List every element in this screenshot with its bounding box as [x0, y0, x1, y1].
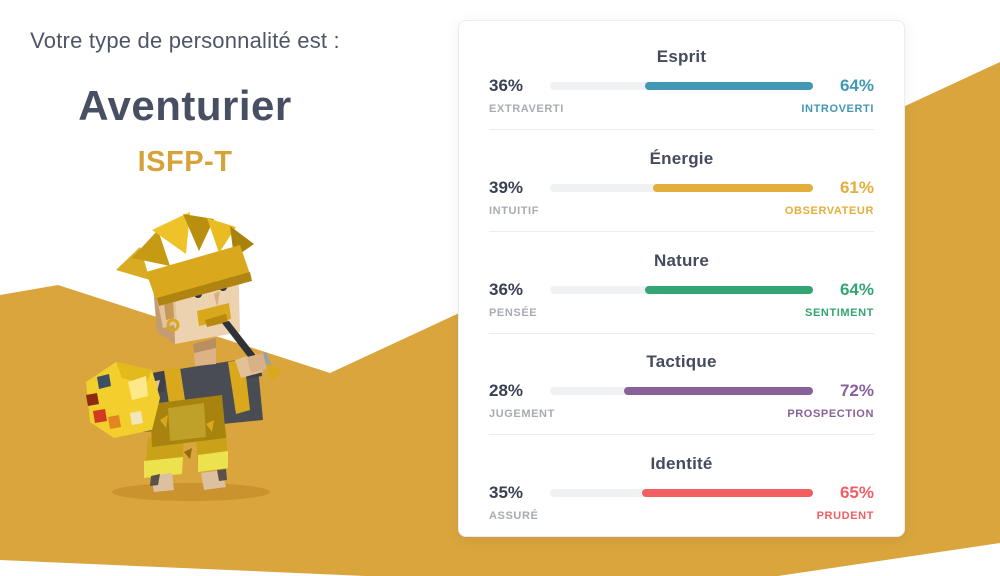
trait-labels-row: EXTRAVERTI INTROVERTI — [489, 103, 874, 115]
trait-title: Identité — [650, 454, 713, 473]
trait-right-label: PRUDENT — [816, 510, 874, 522]
trait-left-pct: 35% — [489, 483, 524, 502]
trait-section-identite: Identité 35% 65% ASSURÉ PRUDENT — [489, 448, 874, 522]
trait-section-nature: Nature 36% 64% PENSÉE SENTIMENT — [489, 245, 874, 334]
adventurer-illustration — [86, 212, 283, 501]
trait-right-pct: 64% — [839, 279, 874, 299]
trait-left-pct: 39% — [489, 177, 524, 197]
trait-left-pct: 36% — [489, 76, 524, 95]
trait-section-tactique: Tactique 28% 72% JUGEMENT PROSPECTION — [489, 346, 874, 436]
trait-right-pct: 65% — [839, 483, 874, 502]
intro-text: Votre type de personnalité est : — [30, 28, 340, 53]
trait-section-energie: Énergie 39% 61% INTUITIF OBSERVATEUR — [489, 143, 874, 232]
trait-labels-row: ASSURÉ PRUDENT — [489, 510, 874, 522]
trait-section-esprit: Esprit 36% 64% EXTRAVERTI INTROVERTI — [489, 41, 874, 130]
trait-right-pct: 64% — [839, 76, 874, 95]
trait-title: Esprit — [656, 47, 707, 66]
trait-left-label: PENSÉE — [489, 306, 538, 319]
trait-left-label: INTUITIF — [489, 204, 540, 217]
trait-results-card: Esprit 36% 64% EXTRAVERTI INTROVERTI Éne… — [458, 20, 905, 537]
trait-right-label: SENTIMENT — [805, 306, 874, 319]
trait-bar-row: 39% 61% — [489, 178, 874, 198]
trait-bar-track — [550, 489, 813, 497]
bar-fill — [642, 489, 813, 497]
trait-right-pct: 61% — [839, 177, 874, 197]
trait-bar-row: 28% 72% — [489, 381, 874, 401]
personality-type-code: ISFP-T — [137, 146, 233, 178]
trait-left-label: JUGEMENT — [489, 408, 555, 421]
trait-right-pct: 72% — [839, 381, 874, 401]
trait-right-label: OBSERVATEUR — [784, 204, 874, 217]
trait-left-pct: 28% — [489, 381, 524, 401]
trait-title: Tactique — [646, 352, 717, 372]
trait-labels-row: INTUITIF OBSERVATEUR — [489, 205, 874, 217]
trait-bar-track — [550, 387, 813, 396]
trait-title: Énergie — [649, 148, 714, 168]
trait-bar-row: 36% 64% — [489, 76, 874, 96]
trait-bar-track — [550, 82, 813, 90]
trait-right-label: INTROVERTI — [801, 103, 874, 115]
trait-title: Nature — [653, 250, 710, 270]
trait-bar-track — [550, 285, 813, 294]
bar-fill — [644, 285, 813, 294]
result-headline-block: Votre type de personnalité est : Aventur… — [18, 28, 352, 179]
trait-bar-track — [550, 183, 813, 192]
bar-fill — [652, 183, 813, 192]
trait-bar-row: 36% 64% — [489, 280, 874, 300]
trait-labels-row: JUGEMENT PROSPECTION — [489, 408, 874, 420]
trait-left-label: ASSURÉ — [489, 510, 539, 522]
personality-type-name: Aventurier — [78, 82, 292, 129]
trait-labels-row: PENSÉE SENTIMENT — [489, 307, 874, 319]
trait-bar-row: 35% 65% — [489, 483, 874, 503]
trait-right-label: PROSPECTION — [787, 408, 874, 421]
trait-left-pct: 36% — [489, 279, 524, 299]
bar-fill — [623, 387, 813, 396]
bottom-right-white-wedge — [778, 543, 1000, 576]
trait-left-label: EXTRAVERTI — [489, 103, 564, 115]
bar-fill — [644, 82, 813, 90]
bottom-left-white-wedge — [0, 560, 365, 576]
